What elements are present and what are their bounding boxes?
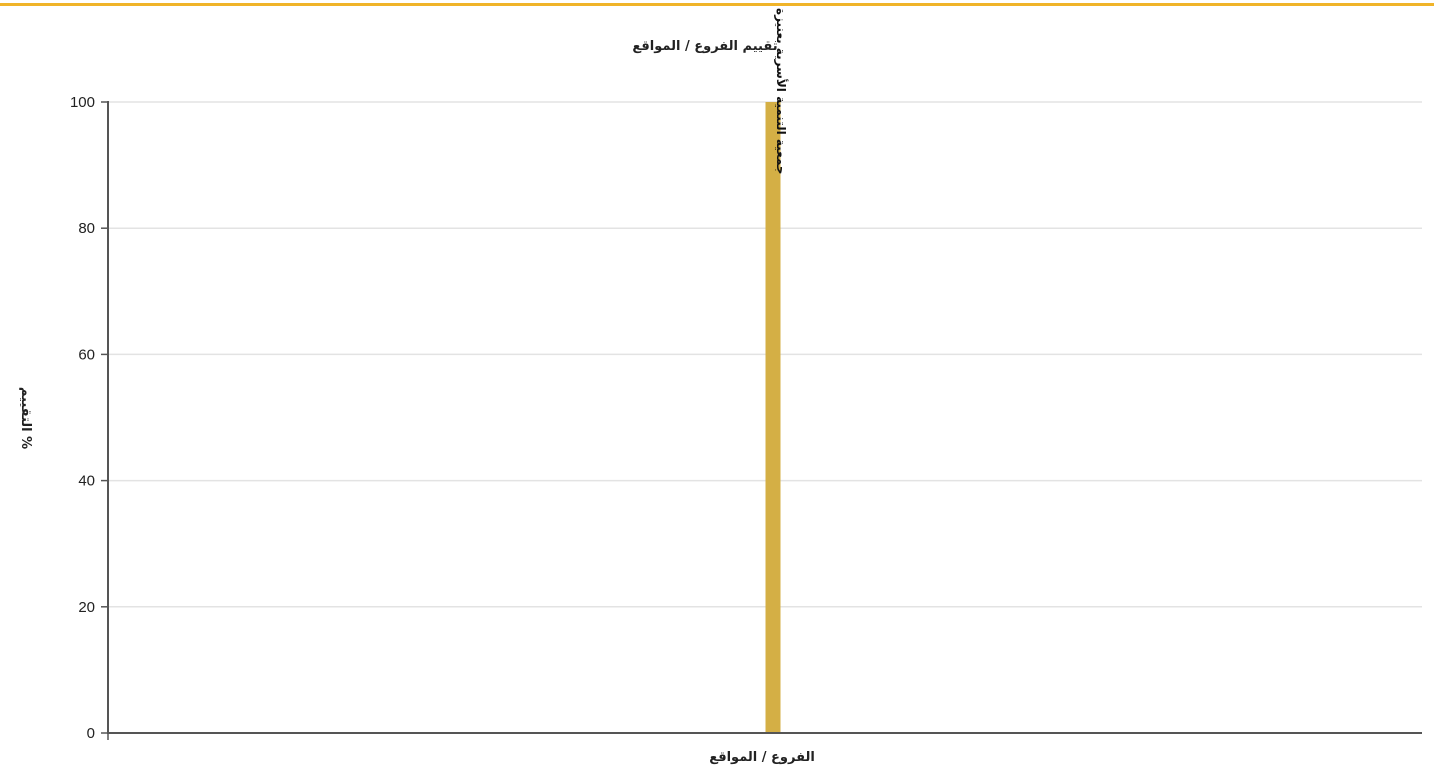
bar [765, 102, 781, 733]
chart-title: تقييم الفروع / المواقع [632, 39, 777, 54]
bar-category-label: جمعية التنمية الأسرية بعنيزة [774, 8, 789, 175]
gridlines [108, 101, 1422, 608]
y-tick-label: 100 [70, 94, 95, 111]
y-tick-label: 40 [78, 473, 95, 490]
bars: جمعية التنمية الأسرية بعنيزة [765, 8, 789, 733]
y-axis-ticks: 0 20 40 60 80 100 [70, 94, 108, 742]
y-axis-title: % التقييم [18, 387, 33, 449]
y-tick-label: 20 [78, 599, 95, 616]
y-tick-label: 60 [78, 346, 95, 363]
x-axis-title: الفروع / المواقع [709, 750, 815, 765]
y-tick-label: 80 [78, 220, 95, 237]
y-tick-label: 0 [87, 725, 95, 742]
